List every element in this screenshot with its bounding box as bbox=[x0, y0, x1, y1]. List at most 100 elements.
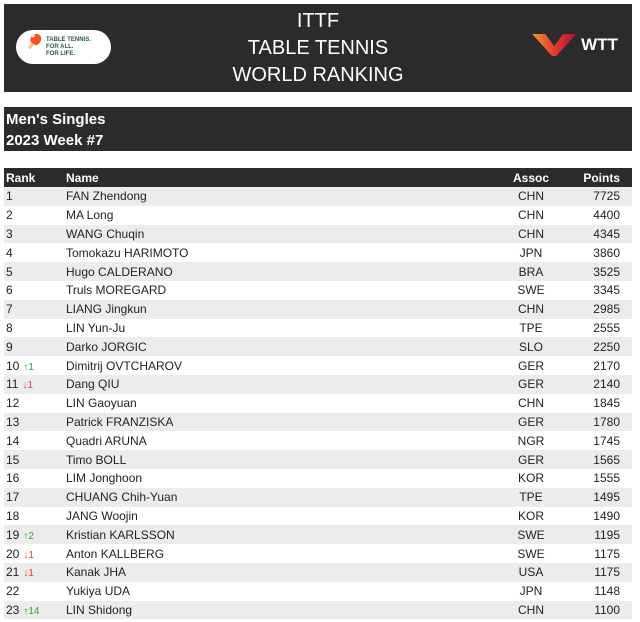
table-row: 21 ↓1 Kanak JHA USA 1175 bbox=[4, 562, 632, 582]
rank-change-dn: ↓1 bbox=[22, 380, 34, 392]
assoc-cell: SWE bbox=[517, 546, 545, 561]
assoc-cell: SWE bbox=[517, 283, 545, 298]
points-cell: 1100 bbox=[558, 600, 632, 620]
rank-value: 3 bbox=[6, 226, 13, 241]
table-row: 14 Quadri ARUNA NGR 1745 bbox=[4, 431, 632, 450]
rank-cell: 5 bbox=[4, 262, 64, 281]
rank-cell: 13 bbox=[4, 412, 64, 432]
rank-cell: 14 bbox=[4, 431, 64, 450]
table-row: 8 LIN Yun-Ju TPE 2555 bbox=[4, 319, 632, 338]
rank-value: 18 bbox=[6, 508, 20, 523]
assoc-cell: BRA bbox=[504, 262, 558, 281]
player-name: LIN Gaoyuan bbox=[66, 396, 137, 411]
table-row: 23 ↑14 LIN Shidong CHN 1100 bbox=[4, 600, 632, 620]
points-cell: 1845 bbox=[593, 396, 620, 411]
title-line-2: TABLE TENNIS bbox=[247, 37, 389, 59]
rank-cell: 19 ↑2 bbox=[4, 525, 64, 545]
rank-cell: 16 bbox=[4, 469, 64, 488]
rank-value: 21 bbox=[6, 565, 20, 580]
points-cell: 1495 bbox=[558, 487, 632, 507]
player-name: Timo BOLL bbox=[64, 450, 504, 469]
rank-value: 1 bbox=[6, 189, 13, 204]
rank-value: 5 bbox=[6, 264, 13, 279]
rank-value: 23 bbox=[6, 602, 20, 617]
table-row: 10 ↑1 Dimitrij OVTCHAROV GER 2170 bbox=[4, 356, 632, 375]
player-name: Kristian KARLSSON bbox=[64, 525, 504, 545]
points-cell: 4400 bbox=[593, 208, 620, 223]
wtt-mark-icon bbox=[532, 34, 577, 56]
points-cell: 1780 bbox=[558, 412, 632, 432]
points-cell: 2555 bbox=[593, 320, 620, 335]
rank-cell: 17 bbox=[4, 487, 64, 507]
rank-change-up: ↑1 bbox=[23, 361, 34, 373]
rank-value: 16 bbox=[6, 471, 20, 486]
table-row: 16 LIM Jonghoon KOR 1555 bbox=[4, 469, 632, 488]
player-name: CHUANG Chih-Yuan bbox=[64, 487, 504, 507]
assoc-cell: CHN bbox=[518, 396, 544, 411]
points-cell: 7725 bbox=[558, 187, 632, 206]
table-row: 13 Patrick FRANZISKA GER 1780 bbox=[4, 412, 632, 432]
ranking-header: 🏓 TABLE TENNIS. FOR ALL. FOR LIFE. ITTF TAB… bbox=[4, 4, 632, 92]
points-cell: 1490 bbox=[593, 508, 620, 523]
table-row: 18 JANG Woojin KOR 1490 bbox=[4, 507, 632, 526]
col-assoc: Assoc bbox=[504, 168, 558, 187]
points-cell: 3860 bbox=[593, 245, 620, 260]
rank-value: 4 bbox=[6, 245, 13, 260]
player-name: Hugo CALDERANO bbox=[64, 262, 504, 281]
assoc-cell: SWE bbox=[504, 525, 558, 545]
points-cell: 1175 bbox=[558, 562, 632, 582]
points-cell: 4345 bbox=[558, 224, 632, 244]
rank-value: 2 bbox=[6, 208, 13, 223]
rank-cell: 7 bbox=[4, 299, 64, 319]
assoc-cell: KOR bbox=[517, 471, 544, 486]
title-line-1: ITTF bbox=[296, 10, 340, 32]
player-name: MA Long bbox=[66, 208, 114, 223]
player-name: Dang QIU bbox=[64, 374, 504, 394]
points-cell: 2985 bbox=[558, 299, 632, 319]
rank-value: 20 bbox=[6, 546, 20, 561]
player-name: LIM Jonghoon bbox=[66, 471, 143, 486]
player-name: LIN Shidong bbox=[64, 600, 504, 620]
ranking-table: Rank Name Assoc Points 1 FAN Zhendong CH… bbox=[4, 168, 632, 620]
table-row: 20 ↓1 Anton KALLBERG SWE 1175 bbox=[4, 544, 632, 563]
table-row: 6 Truls MOREGARD SWE 3345 bbox=[4, 281, 632, 300]
rank-value: 6 bbox=[6, 283, 13, 298]
rank-value: 19 bbox=[6, 527, 20, 542]
rank-cell: 10 ↑1 bbox=[4, 356, 64, 375]
rank-value: 9 bbox=[6, 339, 13, 354]
table-row: 9 Darko JORGIC SLO 2250 bbox=[4, 337, 632, 357]
table-row: 4 Tomokazu HARIMOTO JPN 3860 bbox=[4, 243, 632, 262]
assoc-cell: KOR bbox=[517, 508, 544, 523]
wtt-logo: WTT bbox=[532, 34, 618, 56]
assoc-cell: TPE bbox=[519, 320, 543, 335]
points-cell: 1565 bbox=[558, 450, 632, 469]
rank-cell: 9 bbox=[4, 337, 64, 357]
rank-value: 7 bbox=[6, 302, 13, 317]
rank-value: 22 bbox=[6, 584, 20, 599]
rank-cell: 12 bbox=[4, 394, 64, 413]
assoc-cell: CHN bbox=[504, 224, 558, 244]
rank-cell: 22 bbox=[4, 582, 64, 601]
rank-change-up: ↑2 bbox=[23, 530, 34, 542]
player-name: Yukiya UDA bbox=[66, 584, 131, 599]
rank-cell: 4 bbox=[4, 243, 64, 262]
player-name: LIN Yun-Ju bbox=[66, 320, 126, 335]
rank-value: 17 bbox=[6, 490, 20, 505]
table-row: 1 FAN Zhendong CHN 7725 bbox=[4, 187, 632, 206]
table-row: 11 ↓1 Dang QIU GER 2140 bbox=[4, 374, 632, 394]
player-name: Kanak JHA bbox=[64, 562, 504, 582]
rank-value: 15 bbox=[6, 452, 20, 467]
points-cell: 2140 bbox=[558, 374, 632, 394]
assoc-cell: NGR bbox=[517, 433, 545, 448]
ranking-subheader: Men's Singles 2023 Week #7 bbox=[4, 107, 632, 151]
player-name: Anton KALLBERG bbox=[66, 546, 165, 561]
rank-change-dn: ↓1 bbox=[23, 568, 34, 580]
points-cell: 2250 bbox=[558, 337, 632, 357]
table-row: 19 ↑2 Kristian KARLSSON SWE 1195 bbox=[4, 525, 632, 545]
player-name: Quadri ARUNA bbox=[66, 433, 147, 448]
assoc-cell: JPN bbox=[519, 584, 543, 599]
rank-cell: 2 bbox=[4, 206, 64, 225]
table-row: 3 WANG Chuqin CHN 4345 bbox=[4, 224, 632, 244]
table-row: 22 Yukiya UDA JPN 1148 bbox=[4, 582, 632, 601]
player-name: WANG Chuqin bbox=[64, 224, 504, 244]
